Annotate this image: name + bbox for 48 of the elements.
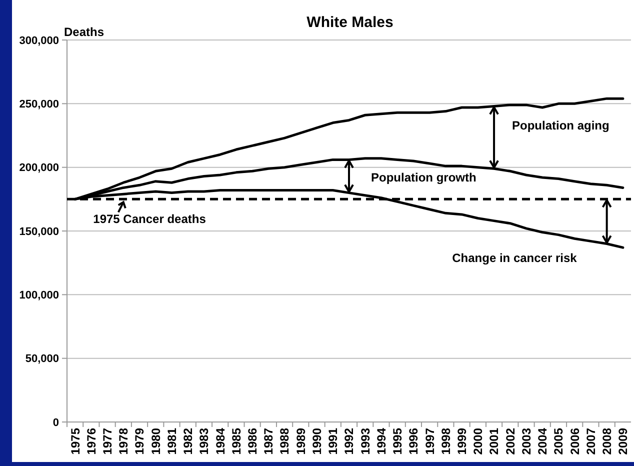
- x-tick-label: 1999: [455, 428, 469, 455]
- x-tick-label: 1981: [164, 428, 179, 455]
- x-tick-label: 1997: [422, 428, 437, 455]
- x-tick-label: 1984: [213, 428, 228, 455]
- x-tick-label: 1998: [438, 428, 453, 455]
- x-tick-label: 1996: [406, 428, 421, 455]
- x-tick-label: 1986: [246, 428, 260, 455]
- y-tick-label: 200,000: [19, 162, 59, 174]
- x-tick-label: 1980: [148, 428, 163, 455]
- x-tick-label: 2002: [503, 428, 518, 455]
- legend-label: 1975 Cancer deaths: [93, 212, 206, 226]
- y-tick-label: 0: [52, 416, 59, 429]
- y-axis-title: Deaths: [64, 25, 104, 39]
- x-tick-label: 2008: [600, 428, 614, 455]
- chart-title: White Males: [306, 14, 394, 31]
- x-tick-label: 1994: [374, 428, 388, 455]
- x-tick-label: 1991: [326, 428, 340, 455]
- annotation: Population aging: [512, 118, 610, 133]
- x-tick-label: 1995: [390, 428, 405, 455]
- annotation: Population growth: [371, 170, 476, 184]
- x-tick-label: 2007: [584, 428, 598, 455]
- x-tick-label: 1978: [116, 428, 131, 455]
- x-tick-label: 1992: [342, 428, 356, 455]
- x-tick-label: 1982: [181, 428, 196, 455]
- x-tick-label: 1993: [358, 428, 372, 455]
- x-tick-label: 2005: [552, 428, 566, 455]
- y-tick-label: 250,000: [19, 98, 59, 111]
- x-tick-label: 2001: [487, 428, 502, 455]
- x-tick-label: 1975: [68, 428, 82, 455]
- x-tick-label: 1990: [310, 428, 324, 455]
- y-tick-label: 300,000: [19, 34, 59, 47]
- x-tick-label: 1987: [262, 428, 276, 455]
- x-tick-label: 2009: [616, 428, 630, 455]
- x-tick-label: 1976: [84, 428, 98, 455]
- annotation: Change in cancer risk: [452, 250, 578, 265]
- x-tick-label: 1983: [197, 428, 212, 455]
- x-tick-label: 1989: [294, 428, 308, 455]
- y-tick-label: 150,000: [19, 226, 59, 238]
- y-tick-label: 100,000: [19, 290, 59, 302]
- x-tick-label: 1977: [100, 428, 114, 455]
- x-tick-label: 2000: [471, 428, 486, 455]
- x-tick-label: 2006: [568, 428, 582, 455]
- y-tick-label: 50,000: [25, 353, 59, 366]
- x-tick-label: 1979: [132, 428, 147, 455]
- x-tick-label: 1988: [278, 428, 292, 455]
- x-tick-label: 1985: [229, 428, 244, 455]
- x-tick-label: 2004: [536, 428, 550, 455]
- x-tick-label: 2003: [519, 428, 534, 455]
